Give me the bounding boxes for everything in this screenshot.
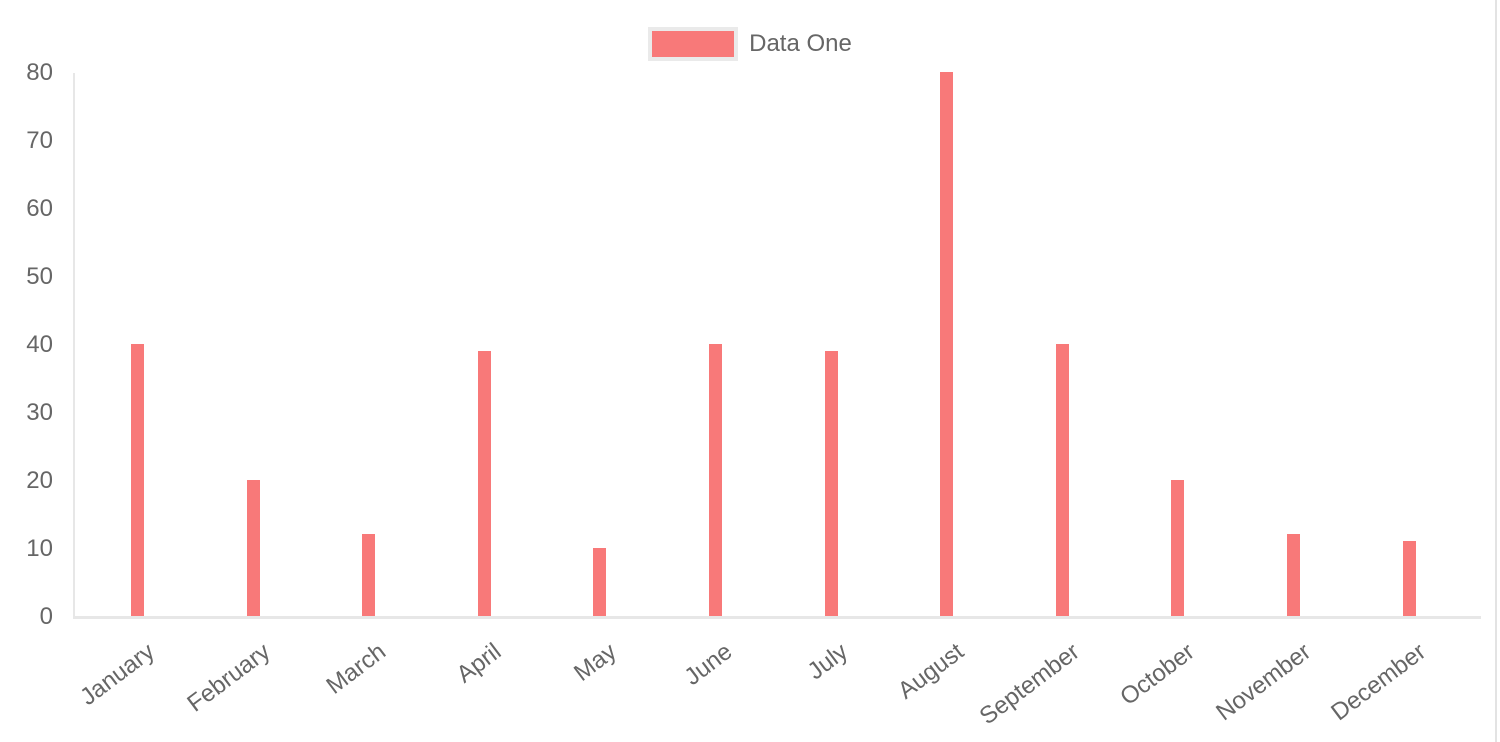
x-tick-label-march: March (321, 638, 391, 700)
x-tick-label-october: October (1115, 638, 1201, 711)
bar-december[interactable] (1402, 541, 1416, 616)
bar-january[interactable] (130, 344, 144, 616)
x-tick-label-november: November (1210, 638, 1316, 727)
legend-item-data-one[interactable]: Data One (0, 27, 1500, 61)
legend-label: Data One (749, 30, 852, 57)
bar-august[interactable] (940, 72, 954, 616)
x-tick-label-june: June (679, 638, 738, 691)
x-tick-label-february: February (182, 638, 276, 718)
y-tick-label-20: 20 (26, 467, 53, 494)
x-tick-label-may: May (569, 638, 623, 687)
x-tick-label-september: September (974, 638, 1085, 731)
bar-october[interactable] (1171, 480, 1185, 616)
x-tick-label-july: July (802, 638, 854, 686)
x-axis-line (73, 616, 1481, 619)
y-axis-line (73, 73, 75, 618)
bar-july[interactable] (824, 350, 838, 616)
y-tick-label-70: 70 (26, 127, 53, 154)
bar-june[interactable] (708, 344, 722, 616)
x-tick-label-april: April (451, 638, 507, 689)
legend-swatch (648, 27, 739, 61)
y-tick-label-30: 30 (26, 399, 53, 426)
y-tick-label-10: 10 (26, 535, 53, 562)
y-tick-label-60: 60 (26, 195, 53, 222)
y-tick-label-80: 80 (26, 59, 53, 86)
bar-april[interactable] (477, 350, 491, 616)
bar-may[interactable] (593, 548, 607, 616)
x-tick-label-december: December (1326, 638, 1432, 727)
x-tick-label-august: August (892, 638, 969, 705)
y-tick-label-40: 40 (26, 331, 53, 358)
bar-september[interactable] (1055, 344, 1069, 616)
y-tick-label-50: 50 (26, 263, 53, 290)
y-tick-label-0: 0 (39, 603, 53, 630)
bar-november[interactable] (1286, 534, 1300, 616)
bar-february[interactable] (246, 480, 260, 616)
bar-march[interactable] (362, 534, 376, 616)
x-tick-label-january: January (75, 638, 160, 711)
page-right-border (1495, 0, 1497, 742)
